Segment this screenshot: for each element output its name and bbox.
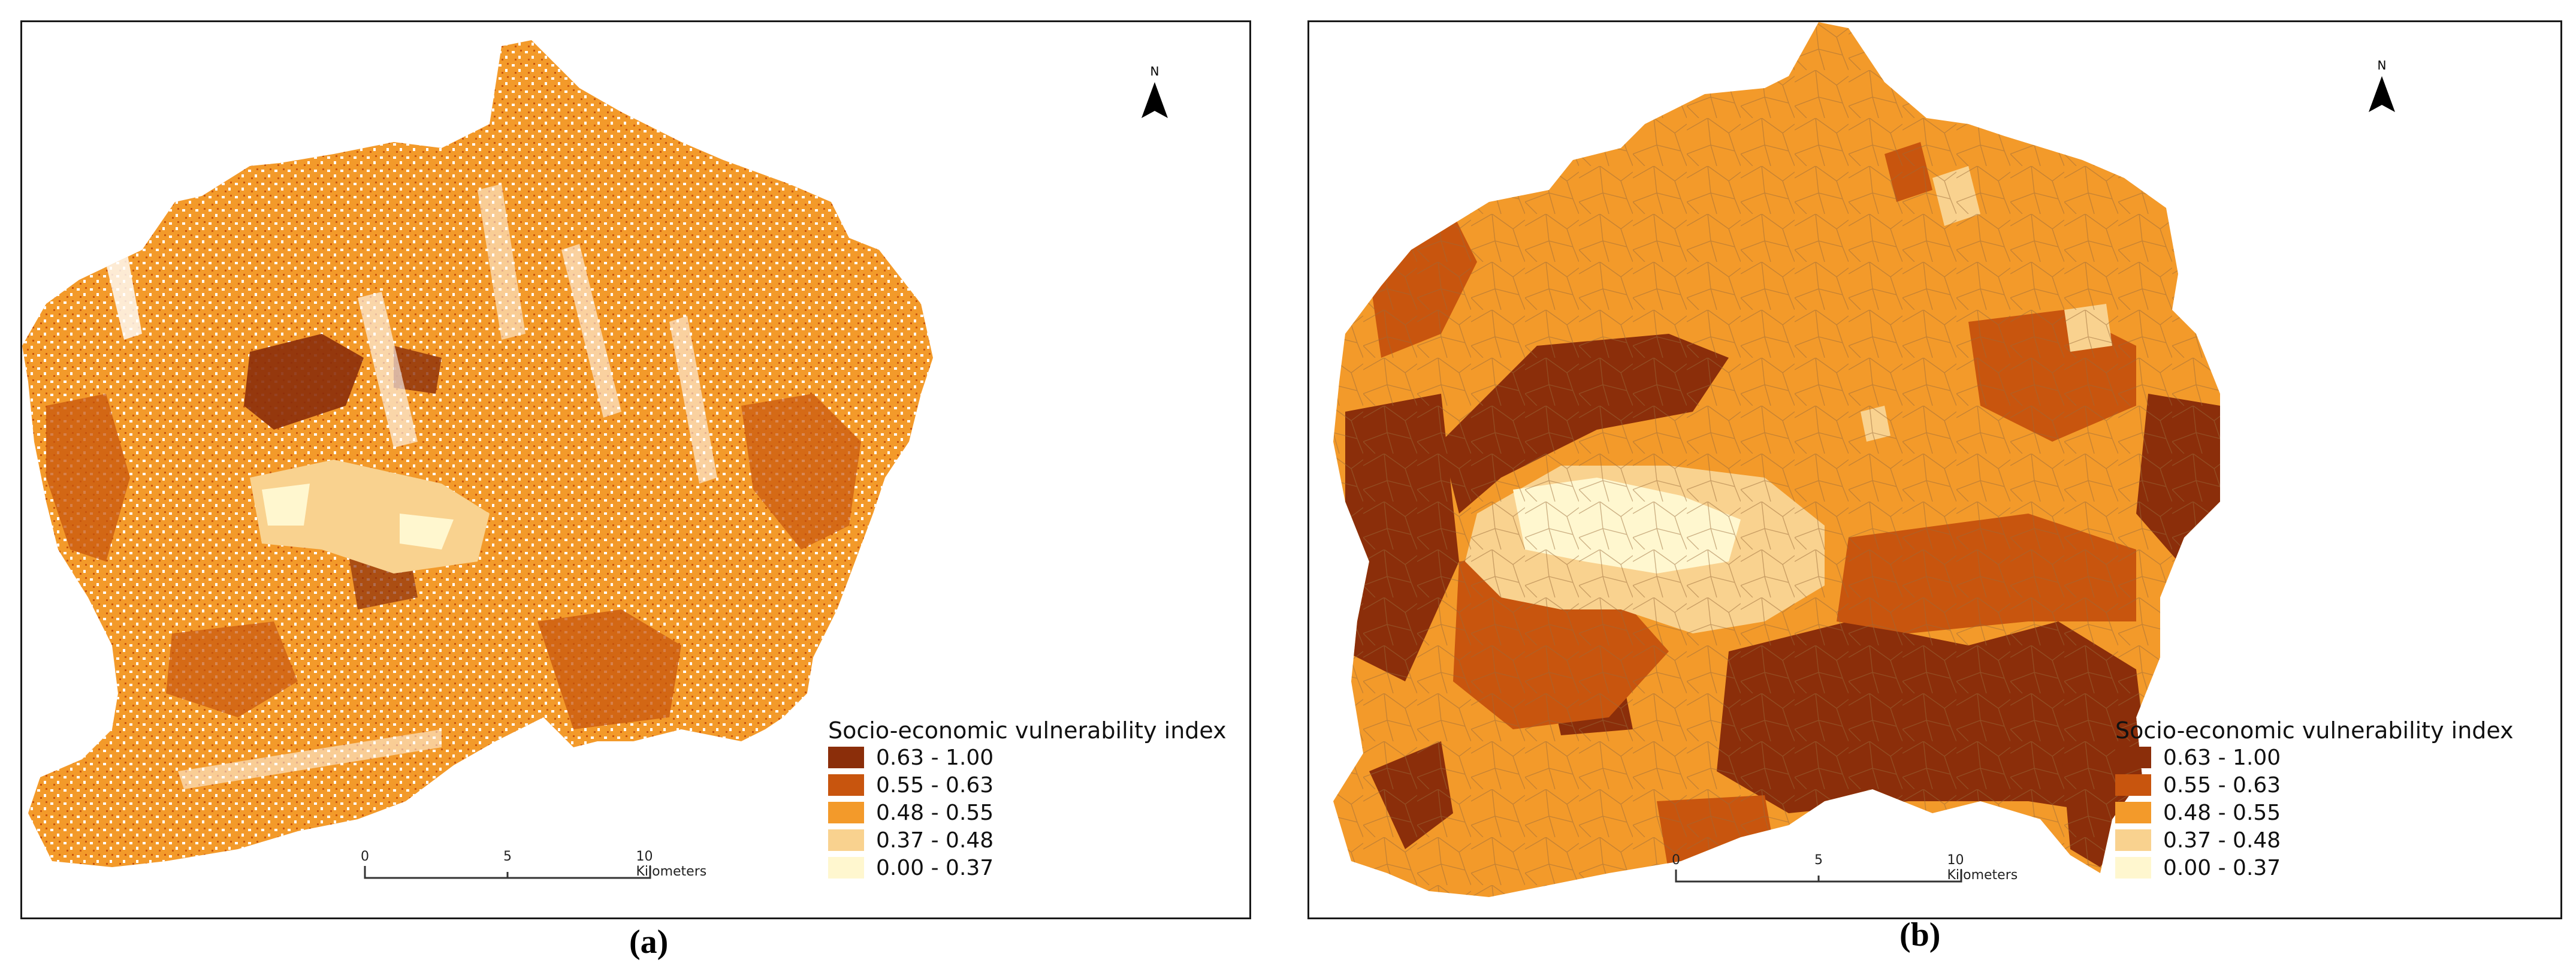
legend-label: 0.48 - 0.55 (2163, 800, 2281, 825)
scale-tick-10: 10 Kilometers (636, 849, 707, 879)
legend-title: Socio-economic vulnerability index (828, 717, 1227, 744)
legend-a: Socio-economic vulnerability index 0.63 … (828, 717, 1227, 882)
legend-swatch (828, 857, 864, 879)
scale-tick-0: 0 (1672, 853, 1680, 868)
legend-swatch (2115, 802, 2151, 823)
legend-label: 0.48 - 0.55 (876, 800, 994, 825)
scale-tick-0: 0 (361, 849, 369, 864)
scale-bar: 0 5 10 Kilometers (1672, 853, 2018, 901)
legend-swatch (828, 774, 864, 796)
legend-swatch (2115, 774, 2151, 796)
scale-tick-5: 5 (503, 849, 512, 864)
legend-swatch (828, 829, 864, 851)
legend-item: 0.00 - 0.37 (2115, 854, 2514, 882)
legend-label: 0.00 - 0.37 (876, 855, 994, 880)
north-label: N (2377, 58, 2387, 73)
legend-item: 0.63 - 1.00 (2115, 744, 2514, 771)
map-panel-a: N 0 5 10 Kilometers Socio-economic vulne… (20, 20, 1251, 919)
legend-title: Socio-economic vulnerability index (2115, 717, 2514, 744)
legend-item: 0.55 - 0.63 (2115, 771, 2514, 799)
legend-item: 0.00 - 0.37 (828, 854, 1227, 882)
legend-swatch (2115, 857, 2151, 879)
choropleth-map-b (1333, 22, 2220, 897)
legend-item: 0.63 - 1.00 (828, 744, 1227, 771)
raster-map-a (22, 40, 933, 867)
legend-label: 0.00 - 0.37 (2163, 855, 2281, 880)
legend-label: 0.37 - 0.48 (2163, 828, 2281, 853)
north-arrow-icon: N (1131, 64, 1179, 130)
legend-swatch (828, 747, 864, 768)
legend-item: 0.48 - 0.55 (2115, 799, 2514, 826)
legend-item: 0.37 - 0.48 (2115, 826, 2514, 854)
legend-label: 0.63 - 1.00 (2163, 745, 2281, 770)
legend-b: Socio-economic vulnerability index 0.63 … (2115, 717, 2514, 882)
scale-tick-10: 10 Kilometers (1947, 853, 2018, 883)
legend-item: 0.55 - 0.63 (828, 771, 1227, 799)
legend-label: 0.55 - 0.63 (2163, 772, 2281, 798)
scale-tick-5: 5 (1814, 853, 1823, 868)
legend-item: 0.48 - 0.55 (828, 799, 1227, 826)
legend-label: 0.63 - 1.00 (876, 745, 994, 770)
scale-bar: 0 5 10 Kilometers (361, 849, 706, 897)
legend-swatch (2115, 747, 2151, 768)
map-panel-b: N 0 5 10 Kilometers Socio-economic vulne… (1307, 20, 2562, 919)
caption-b: (b) (1899, 916, 1941, 953)
legend-swatch (2115, 829, 2151, 851)
caption-a: (a) (629, 923, 669, 961)
legend-item: 0.37 - 0.48 (828, 826, 1227, 854)
north-label: N (1150, 64, 1159, 79)
legend-label: 0.55 - 0.63 (876, 772, 994, 798)
legend-swatch (828, 802, 864, 823)
north-arrow-icon: N (2358, 58, 2406, 124)
legend-label: 0.37 - 0.48 (876, 828, 994, 853)
